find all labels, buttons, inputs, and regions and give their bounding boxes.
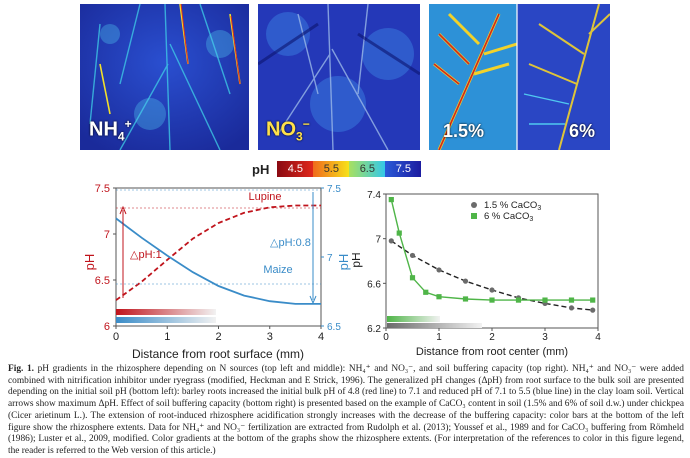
left-y-axis-label: pH	[82, 254, 97, 271]
low-caco3-rhizosphere-bar	[387, 323, 482, 328]
low-caco3-point	[489, 287, 495, 293]
left-ph-chart: 0 1 2 3 4 6 6.5 7 7.5 6.5 7 7.5 pH pH Distance from…	[80, 180, 365, 364]
lupine-delta-arrow	[116, 205, 321, 298]
figure-number: Fig. 1.	[8, 364, 34, 374]
x-tick-label: 2	[215, 331, 221, 343]
right-y-tick-label: 7	[327, 253, 333, 264]
right-y-tick-label: 7.5	[327, 184, 341, 195]
high-caco3-point	[590, 297, 596, 303]
x-tick-label: 4	[595, 332, 601, 343]
right-y-axis-label: pH	[336, 254, 351, 271]
high-caco3-point	[462, 296, 469, 302]
right-caco3-chart: 0 1 2 3 4 6.2 6.6 7 7.4 pH Distance from root ce…	[349, 180, 607, 364]
maize-series-label: Maize	[263, 264, 292, 276]
left-y-tick-label: 6.5	[95, 275, 110, 287]
high-caco3-rhizosphere-bar	[387, 316, 440, 322]
y-tick-label: 7	[375, 235, 381, 246]
lupine-rhizosphere-bar	[116, 309, 216, 315]
caption-text: pH gradients in the rhizosphere dependin…	[8, 364, 684, 456]
ph-legend-title: pH	[252, 161, 270, 177]
x-tick-label: 1	[436, 332, 442, 343]
lupine-delta-ph-annotation: △pH:1	[130, 249, 162, 261]
maize-delta-ph-annotation: △pH:0.8	[270, 237, 311, 249]
caco3-high-label: 6%	[569, 121, 596, 141]
lupine-series-label: Lupine	[248, 191, 281, 203]
legend-marker-high-caco3	[471, 213, 477, 219]
x-tick-label: 3	[542, 332, 548, 343]
legend-swatch-7-5: 7.5	[385, 161, 422, 177]
x-tick-label: 4	[318, 331, 324, 343]
figure-caption: Fig. 1. pH gradients in the rhizosphere …	[8, 364, 684, 458]
left-chart-svg: 0 1 2 3 4 6 6.5 7 7.5 6.5 7 7.5 pH pH Distance from…	[82, 183, 351, 361]
maize-delta-arrow	[116, 189, 321, 305]
x-tick-label: 3	[267, 331, 273, 343]
legend-label-low-caco3: 1.5 % CaCO3	[484, 200, 541, 212]
y-tick-label: 7.4	[367, 190, 381, 201]
maize-series-line	[115, 217, 321, 305]
legend-swatch-4-5: 4.5	[277, 161, 314, 177]
no3-zymogram-panel: NO3−	[258, 4, 420, 150]
legend-swatch-6-5: 6.5	[349, 161, 386, 177]
low-caco3-point	[436, 267, 442, 273]
high-caco3-point	[423, 289, 429, 295]
low-caco3-point	[568, 305, 575, 311]
high-caco3-point	[568, 297, 575, 303]
left-y-tick-label: 7	[104, 229, 110, 241]
right-chart-x-label: Distance from root center (mm)	[416, 346, 568, 358]
maize-rhizosphere-bar	[116, 317, 216, 323]
caco3-zymogram-panel: 1.5% 6%	[429, 4, 610, 150]
high-caco3-point	[515, 297, 522, 303]
right-chart-y-label: pH	[352, 252, 363, 267]
nh4-zymogram-panel: NH4+	[80, 4, 249, 150]
right-chart-legend: 1.5 % CaCO3 6 % CaCO3	[471, 200, 541, 223]
lupine-series-line	[115, 204, 321, 301]
low-caco3-point	[388, 238, 394, 244]
left-y-tick-label: 6	[104, 321, 110, 333]
x-tick-label: 0	[113, 331, 119, 343]
no3-zymogram-image	[258, 4, 420, 150]
nh4-label: NH4+	[89, 117, 132, 144]
legend-label-high-caco3: 6 % CaCO3	[484, 211, 533, 223]
x-tick-label: 2	[489, 332, 495, 343]
low-caco3-point	[590, 307, 596, 313]
low-caco3-point	[462, 278, 469, 284]
right-chart-svg: 0 1 2 3 4 6.2 6.6 7 7.4 pH Distance from root ce…	[349, 190, 601, 358]
y-tick-label: 6.6	[367, 279, 381, 290]
left-x-axis-label: Distance from root surface (mm)	[132, 347, 304, 361]
high-caco3-point	[542, 297, 548, 303]
left-y-tick-label: 7.5	[95, 183, 110, 195]
x-tick-label: 0	[383, 332, 389, 343]
right-y-tick-label: 6.5	[327, 322, 341, 333]
ph-color-legend: pH 4.5 5.5 6.5 7.5	[252, 160, 422, 178]
high-caco3-point	[388, 196, 394, 203]
high-caco3-point	[436, 294, 442, 300]
y-tick-label: 6.2	[367, 324, 381, 335]
high-caco3-point	[409, 275, 416, 281]
x-tick-label: 1	[164, 331, 170, 343]
high-caco3-point	[489, 297, 495, 303]
legend-marker-low-caco3	[471, 202, 477, 208]
nh4-zymogram-image	[80, 4, 249, 150]
low-caco3-point	[409, 252, 416, 259]
high-caco3-point	[396, 230, 402, 236]
no3-label: NO3−	[266, 117, 310, 144]
caco3-zymogram-image	[429, 4, 610, 150]
caco3-low-label: 1.5%	[443, 121, 485, 141]
legend-swatch-5-5: 5.5	[313, 161, 350, 177]
